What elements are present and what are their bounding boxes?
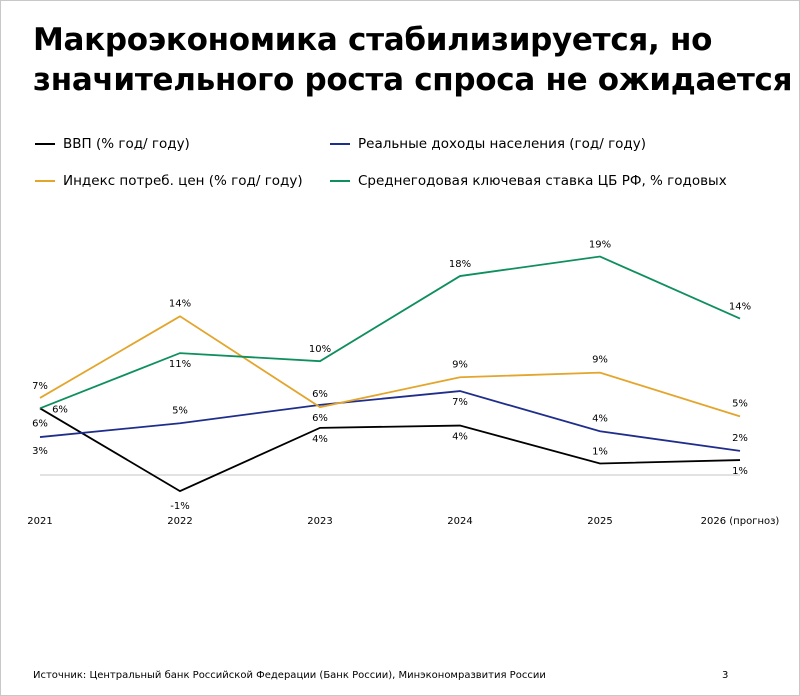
legend-label: Индекс потреб. цен (% год/ году) [63, 173, 303, 189]
data-label: 19% [589, 240, 611, 251]
data-label: 14% [169, 298, 191, 309]
legend-swatch-income [330, 143, 350, 145]
data-label: 7% [452, 397, 468, 408]
x-tick-label: 2021 [27, 516, 52, 527]
series-line-2 [39, 315, 741, 418]
legend-swatch-cpi [35, 180, 55, 182]
data-label: 6% [312, 413, 328, 424]
title-line-1: Макроэкономика стабилизируется, но [33, 22, 713, 58]
x-tick-label: 2026 (прогноз) [701, 516, 780, 527]
data-label: 1% [592, 447, 608, 458]
slide-title: Макроэкономика стабилизируется, но значи… [33, 20, 793, 100]
data-label: 3% [32, 446, 48, 457]
source-note: Источник: Центральный банк Российской Фе… [33, 670, 546, 681]
x-tick-label: 2023 [307, 516, 332, 527]
data-label: 1% [732, 466, 748, 477]
legend-cpi: Индекс потреб. цен (% год/ году) [35, 173, 303, 189]
data-label: 14% [729, 302, 751, 313]
data-label: 11% [169, 359, 191, 370]
legend-label: Среднегодовая ключевая ставка ЦБ РФ, % г… [358, 173, 727, 189]
series-line-1 [39, 390, 741, 452]
legend-gdp: ВВП (% год/ году) [35, 136, 190, 152]
page-number: 3 [722, 670, 729, 681]
data-label: 6% [32, 418, 48, 429]
series-line-0 [39, 407, 741, 493]
x-tick-label: 2022 [167, 516, 192, 527]
legend-income: Реальные доходы населения (год/ году) [330, 136, 646, 152]
data-label: 4% [452, 432, 468, 443]
data-label: 6% [312, 389, 328, 400]
series-line-3 [39, 255, 741, 410]
legend-swatch-gdp [35, 143, 55, 145]
title-line-2: значительного роста спроса не ожидается [33, 62, 793, 98]
data-label: 5% [172, 405, 188, 416]
x-tick-label: 2024 [447, 516, 472, 527]
data-label: 9% [452, 359, 468, 370]
legend-label: Реальные доходы населения (год/ году) [358, 136, 647, 152]
x-tick-label: 2025 [587, 516, 612, 527]
data-label: 10% [309, 344, 331, 355]
data-label: 2% [732, 433, 748, 444]
legend-keyrate: Среднегодовая ключевая ставка ЦБ РФ, % г… [330, 173, 727, 189]
data-label: 6% [52, 404, 68, 415]
data-label: 7% [32, 381, 48, 392]
data-label: 18% [449, 259, 471, 270]
legend-label: ВВП (% год/ году) [63, 136, 190, 152]
data-label: 4% [312, 434, 328, 445]
data-label: -1% [170, 501, 189, 512]
data-label: 5% [732, 398, 748, 409]
legend-swatch-keyrate [330, 180, 350, 182]
data-label: 4% [592, 413, 608, 424]
data-label: 9% [592, 355, 608, 366]
